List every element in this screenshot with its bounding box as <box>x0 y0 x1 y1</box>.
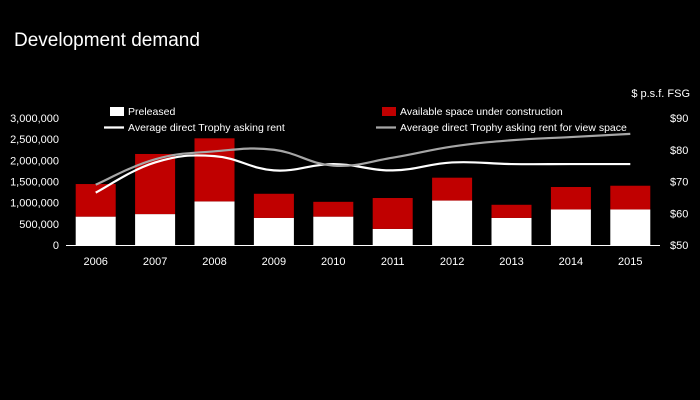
legend-label: Average direct Trophy asking rent <box>128 122 285 134</box>
left-axis-tick-label: 2,000,000 <box>10 155 59 167</box>
right-axis-tick-label: $80 <box>670 145 688 157</box>
line-average-direct-trophy-asking-rent <box>95 154 631 194</box>
x-axis-tick-label: 2015 <box>618 256 642 268</box>
left-axis-tick-label: 1,500,000 <box>10 177 59 189</box>
legend-swatch <box>110 107 124 116</box>
line-series <box>95 132 631 194</box>
right-axis-tick-label: $60 <box>670 208 688 220</box>
x-axis-tick-label: 2011 <box>381 256 405 268</box>
bar-preleased-2012 <box>432 200 473 245</box>
x-axis-tick-label: 2007 <box>143 256 167 268</box>
bar-available-space-under-construction-2011 <box>372 198 413 229</box>
bar-available-space-under-construction-2012 <box>432 177 473 201</box>
right-axis-tick-label: $50 <box>670 240 688 252</box>
x-axis-tick-label: 2009 <box>262 256 286 268</box>
left-axis-tick-label: 3,000,000 <box>10 113 59 125</box>
bar-series <box>75 138 651 245</box>
bar-preleased-2014 <box>550 209 591 245</box>
x-axis: 2006 2007 2008 2009 2010 2011 2012 2013 2014 2015 <box>66 245 660 268</box>
legend-label: Preleased <box>128 106 175 118</box>
bar-available-space-under-construction-2013 <box>491 204 532 218</box>
bar-available-space-under-construction-2015 <box>610 185 651 210</box>
bar-available-space-under-construction-2014 <box>550 187 591 210</box>
left-axis-tick-label: 1,000,000 <box>10 198 59 210</box>
legend: Preleased Available space under construct… <box>104 106 627 134</box>
left-axis-tick-label: 0 <box>53 240 59 252</box>
legend-label: Average direct Trophy asking rent for vi… <box>400 122 627 134</box>
bar-preleased-2013 <box>491 217 532 245</box>
bar-available-space-under-construction-2010 <box>313 201 354 217</box>
bar-preleased-2015 <box>610 209 651 245</box>
right-axis-unit-label: $ p.s.f. FSG <box>631 88 690 100</box>
bar-preleased-2006 <box>75 216 116 245</box>
left-axis: 0 500,000 1,000,000 1,500,000 2,000,000 2,500… <box>10 113 59 252</box>
x-axis-tick-label: 2013 <box>499 256 523 268</box>
bar-preleased-2008 <box>194 201 235 245</box>
x-axis-tick-label: 2014 <box>559 256 583 268</box>
bar-preleased-2007 <box>135 214 176 245</box>
left-axis-tick-label: 500,000 <box>19 219 59 231</box>
right-axis: $50 $60 $70 $80 $90 <box>670 113 688 252</box>
bar-preleased-2011 <box>372 228 413 245</box>
page-title: Development demand <box>14 30 200 51</box>
bar-available-space-under-construction-2009 <box>253 193 294 218</box>
right-axis-tick-label: $90 <box>670 113 688 125</box>
right-axis-tick-label: $70 <box>670 177 688 189</box>
bar-available-space-under-construction-2008 <box>194 138 235 202</box>
left-axis-tick-label: 2,500,000 <box>10 134 59 146</box>
x-axis-tick-label: 2008 <box>202 256 226 268</box>
line-average-direct-trophy-asking-rent-for-view-space <box>95 132 631 186</box>
bar-available-space-under-construction-2006 <box>75 184 116 217</box>
x-axis-tick-label: 2006 <box>83 256 107 268</box>
bar-preleased-2010 <box>313 216 354 245</box>
x-axis-tick-label: 2012 <box>440 256 464 268</box>
legend-swatch <box>382 107 396 116</box>
legend-label: Available space under construction <box>400 106 563 118</box>
bar-preleased-2009 <box>253 217 294 245</box>
x-axis-tick-label: 2010 <box>321 256 345 268</box>
